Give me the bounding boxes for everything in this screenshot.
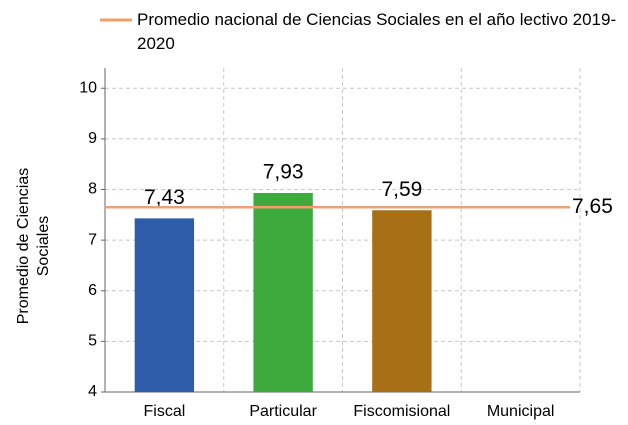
x-tick-label: Particular — [249, 403, 317, 420]
y-axis-label: Promedio de Ciencias Sociales — [15, 167, 52, 325]
y-tick-label: 7 — [88, 231, 97, 248]
bar — [372, 210, 432, 392]
legend-label: Promedio nacional de Ciencias Sociales e… — [137, 10, 617, 53]
y-tick-label: 4 — [88, 383, 97, 400]
y-tick-label: 10 — [79, 79, 97, 96]
y-tick-label: 9 — [88, 130, 97, 147]
bar — [253, 193, 313, 392]
x-tick-label: Municipal — [487, 403, 555, 420]
x-tick-label: Fiscomisional — [353, 403, 450, 420]
data-label: 7,59 — [381, 178, 422, 201]
reference-label: 7,65 — [572, 195, 613, 218]
data-label: 7,93 — [263, 161, 304, 184]
data-label: 7,43 — [144, 186, 185, 209]
y-tick-label: 5 — [88, 333, 97, 350]
y-tick-label: 6 — [88, 282, 97, 299]
bar — [134, 218, 195, 392]
y-tick-label: 8 — [88, 181, 97, 198]
x-tick-label: Fiscal — [143, 403, 185, 420]
